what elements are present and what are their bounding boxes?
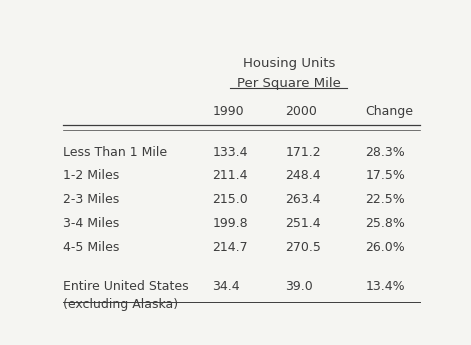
Text: 39.0: 39.0 xyxy=(285,280,313,294)
Text: 263.4: 263.4 xyxy=(285,193,321,206)
Text: 171.2: 171.2 xyxy=(285,146,321,159)
Text: 211.4: 211.4 xyxy=(212,169,248,183)
Text: 3-4 Miles: 3-4 Miles xyxy=(63,217,119,230)
Text: 2-3 Miles: 2-3 Miles xyxy=(63,193,119,206)
Text: 133.4: 133.4 xyxy=(212,146,248,159)
Text: Change: Change xyxy=(365,105,414,118)
Text: 13.4%: 13.4% xyxy=(365,280,405,294)
Text: 199.8: 199.8 xyxy=(212,217,248,230)
Text: 251.4: 251.4 xyxy=(285,217,321,230)
Text: 34.4: 34.4 xyxy=(212,280,240,294)
Text: 2000: 2000 xyxy=(285,105,317,118)
Text: 22.5%: 22.5% xyxy=(365,193,405,206)
Text: 26.0%: 26.0% xyxy=(365,241,405,254)
Text: 214.7: 214.7 xyxy=(212,241,248,254)
Text: Entire United States
(excluding Alaska): Entire United States (excluding Alaska) xyxy=(63,280,188,312)
Text: Housing Units: Housing Units xyxy=(243,57,335,70)
Text: 28.3%: 28.3% xyxy=(365,146,405,159)
Text: 270.5: 270.5 xyxy=(285,241,321,254)
Text: 17.5%: 17.5% xyxy=(365,169,406,183)
Text: 248.4: 248.4 xyxy=(285,169,321,183)
Text: Per Square Mile: Per Square Mile xyxy=(237,77,341,90)
Text: 25.8%: 25.8% xyxy=(365,217,406,230)
Text: Less Than 1 Mile: Less Than 1 Mile xyxy=(63,146,167,159)
Text: 1-2 Miles: 1-2 Miles xyxy=(63,169,119,183)
Text: 1990: 1990 xyxy=(212,105,244,118)
Text: 4-5 Miles: 4-5 Miles xyxy=(63,241,119,254)
Text: 215.0: 215.0 xyxy=(212,193,248,206)
